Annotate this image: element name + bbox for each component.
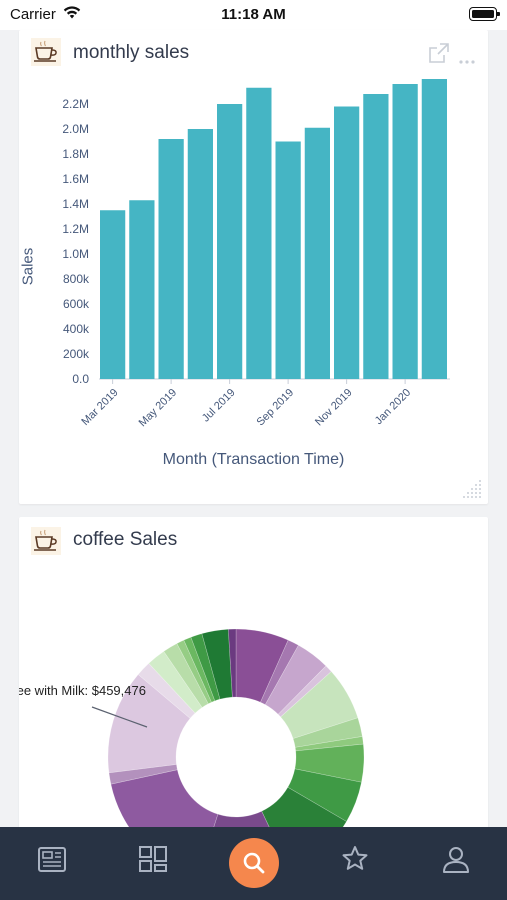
- coffee-cup-icon: [31, 527, 61, 555]
- donut-slice: [287, 768, 362, 822]
- donut-slice: [190, 633, 221, 702]
- coffee-sales-donut-chart: [91, 628, 365, 837]
- carrier-label: Carrier: [10, 6, 56, 23]
- donut-slice: [137, 662, 196, 719]
- donut-slice: [107, 674, 191, 774]
- donut-slice: [235, 628, 289, 703]
- bar: [158, 139, 184, 379]
- donut-slice: [261, 786, 347, 837]
- donut-slice: [264, 644, 327, 715]
- donut-slice: [176, 639, 212, 705]
- donut-slice: [228, 628, 237, 698]
- y-tick-label: 1.4M: [62, 197, 89, 211]
- y-axis-title: Sales: [19, 247, 37, 286]
- donut-slice: [108, 764, 178, 785]
- slice-annotation-label: fee with Milk: $459,476: [19, 683, 146, 698]
- bar: [129, 200, 155, 379]
- profile-icon[interactable]: [438, 841, 474, 877]
- x-tick-label: May 2019: [137, 387, 180, 430]
- x-tick-label: Jul 2019: [200, 387, 238, 425]
- bar: [392, 84, 418, 379]
- bar: [334, 106, 360, 379]
- battery-icon: [469, 7, 500, 21]
- star-icon[interactable]: [337, 841, 373, 877]
- donut-slice: [294, 743, 365, 783]
- donut-slice: [148, 650, 203, 714]
- y-tick-label: 1.6M: [62, 172, 89, 186]
- wifi-icon: [62, 4, 82, 25]
- y-tick-label: 600k: [63, 297, 90, 311]
- x-tick-label: Mar 2019: [79, 387, 120, 428]
- bar: [304, 127, 330, 379]
- x-tick-label: Sep 2019: [254, 387, 296, 429]
- card-title: monthly sales: [73, 42, 190, 63]
- donut-slice: [277, 665, 332, 718]
- y-tick-label: 1.8M: [62, 147, 89, 161]
- x-tick-label: Jan 2020: [373, 387, 413, 427]
- bar: [187, 129, 213, 379]
- coffee-cup-icon: [31, 38, 61, 66]
- y-tick-label: 0.0: [72, 372, 89, 386]
- donut-slice: [292, 717, 363, 748]
- news-feed-icon[interactable]: [34, 841, 70, 877]
- monthly-sales-card[interactable]: monthly sales 0.0 200k 400k 600k 800k 1.0M 1.2…: [19, 30, 488, 504]
- bar: [363, 94, 389, 379]
- donut-slice: [280, 671, 359, 740]
- bar: [421, 79, 447, 379]
- annotation-leader-line: [91, 706, 148, 728]
- y-tick-label: 1.0M: [62, 247, 89, 261]
- x-axis-title: Month (Transaction Time): [162, 451, 345, 468]
- bar: [217, 104, 243, 379]
- x-tick-label: Nov 2019: [313, 387, 355, 429]
- y-tick-label: 400k: [63, 322, 90, 336]
- bar: [275, 141, 301, 379]
- card-title: coffee Sales: [73, 529, 178, 550]
- expand-icon[interactable]: [428, 42, 450, 64]
- coffee-sales-card[interactable]: coffee Sales fee with Milk: $459,476: [19, 517, 488, 837]
- y-tick-label: 800k: [63, 272, 90, 286]
- y-tick-label: 2.2M: [62, 97, 89, 111]
- donut-slice: [201, 628, 233, 700]
- bar: [246, 87, 272, 379]
- status-bar: Carrier 11:18 AM: [0, 0, 507, 30]
- more-options-icon[interactable]: [459, 51, 475, 64]
- clock-label: 11:18 AM: [221, 6, 286, 23]
- y-tick-label: 2.0M: [62, 122, 89, 136]
- search-icon: [241, 850, 267, 876]
- resize-handle-icon[interactable]: [459, 478, 483, 500]
- monthly-sales-bar-chart: 0.0 200k 400k 600k 800k 1.0M 1.2M 1.4M 1.6M 1.8M 2…: [62, 79, 450, 430]
- bar: [100, 210, 126, 379]
- donut-slice: [294, 736, 364, 752]
- y-tick-label: 200k: [63, 347, 90, 361]
- donut-slice: [183, 636, 216, 703]
- donut-slice: [110, 769, 219, 837]
- dashboard-icon[interactable]: [135, 841, 171, 877]
- y-tick-label: 1.2M: [62, 222, 89, 236]
- bottom-tab-bar: [0, 827, 507, 900]
- search-tab-button[interactable]: [229, 838, 279, 888]
